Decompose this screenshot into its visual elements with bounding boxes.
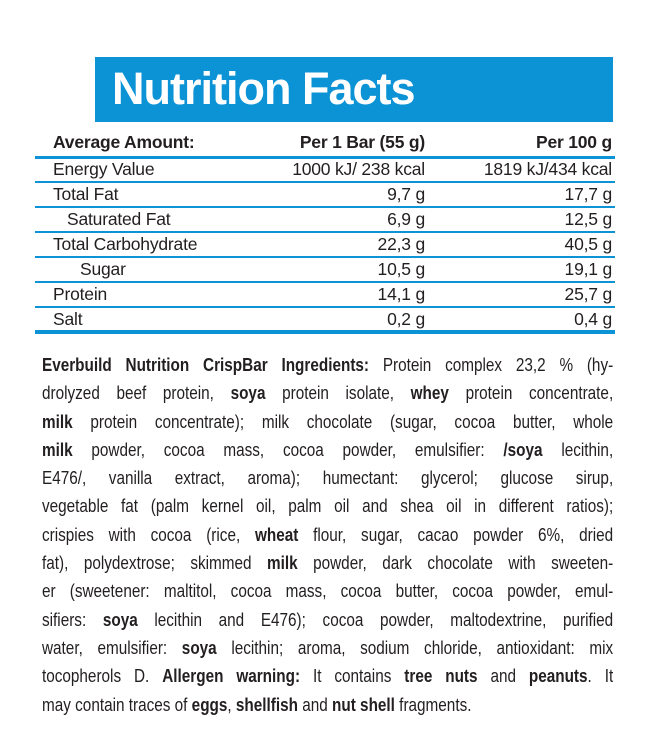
row-value-per-bar: 1000 kJ/ 238 kcal [275,157,425,183]
ingredients-line: Everbuild Nutrition CrispBar Ingredients… [42,355,614,375]
ingredients-line: tocopherols D. Allergen warning: It cont… [42,666,614,687]
ingredients-line: vegetable fat (palm kernel oil, palm oil… [42,496,614,517]
row-value-per-100g: 12,5 g [425,207,615,233]
table-row: Salt 0,2 g 0,4 g [35,307,615,334]
row-value-per-bar: 14,1 g [275,282,425,308]
ingredients-line: crispies with cocoa (rice, wheat flour, … [42,524,614,545]
row-label: Total Carbohydrate [35,232,275,258]
row-value-per-bar: 6,9 g [275,207,425,233]
row-value-per-bar: 22,3 g [275,232,425,258]
nutrition-table: Average Amount: Per 1 Bar (55 g) Per 100… [35,129,615,334]
row-value-per-100g: 25,7 g [425,282,615,308]
table-row: Total Fat 9,7 g 17,7 g [35,182,615,208]
table-row: Saturated Fat 6,9 g 12,5 g [35,207,615,233]
table-row: Total Carbohydrate 22,3 g 40,5 g [35,232,615,258]
row-value-per-100g: 40,5 g [425,232,615,258]
row-label: Total Fat [35,182,275,208]
ingredients-line: milk powder, cocoa mass, cocoa powder, e… [42,439,614,460]
ingredients-line: fat), polydextrose; skimmed milk powder,… [42,553,614,574]
table-row: Energy Value 1000 kJ/ 238 kcal 1819 kJ/434… [35,157,615,183]
ingredients-line: water, emulsifier: soya lecithin; aroma,… [42,637,614,658]
row-label: Protein [35,282,275,308]
column-header-per-bar: Per 1 Bar (55 g) [275,129,425,159]
title-bar: Nutrition Facts [95,57,613,122]
column-header-per-100g: Per 100 g [425,129,615,159]
ingredients-line: sifiers: soya lecithin and E476); cocoa … [42,609,614,630]
row-label: Salt [35,307,275,334]
page-title: Nutrition Facts [112,63,416,114]
row-value-per-bar: 10,5 g [275,257,425,283]
ingredients-line: may contain traces of eggs, shellfish an… [42,694,472,715]
row-value-per-bar: 9,7 g [275,182,425,208]
ingredients-line: er (sweetener: maltitol, cocoa mass, coc… [42,581,614,602]
ingredients-text: Everbuild Nutrition CrispBar Ingredients… [42,351,613,719]
ingredients-line: E476/, vanilla extract, aroma); humectan… [42,468,614,489]
column-header-average-amount: Average Amount: [35,129,275,159]
row-value-per-100g: 19,1 g [425,257,615,283]
row-label: Sugar [35,257,275,283]
table-row: Sugar 10,5 g 19,1 g [35,257,615,283]
table-header-row: Average Amount: Per 1 Bar (55 g) Per 100… [35,129,615,159]
row-value-per-100g: 0,4 g [425,307,615,334]
table-row: Protein 14,1 g 25,7 g [35,282,615,308]
row-label: Energy Value [35,157,275,183]
row-value-per-100g: 17,7 g [425,182,615,208]
ingredients-line: milk protein concentrate); milk chocolat… [42,411,614,432]
ingredients-line: drolyzed beef protein, soya protein isol… [42,383,614,404]
row-value-per-100g: 1819 kJ/434 kcal [425,157,615,183]
nutrition-table-body: Energy Value 1000 kJ/ 238 kcal 1819 kJ/434… [35,157,615,334]
row-label: Saturated Fat [35,207,275,233]
row-value-per-bar: 0,2 g [275,307,425,334]
